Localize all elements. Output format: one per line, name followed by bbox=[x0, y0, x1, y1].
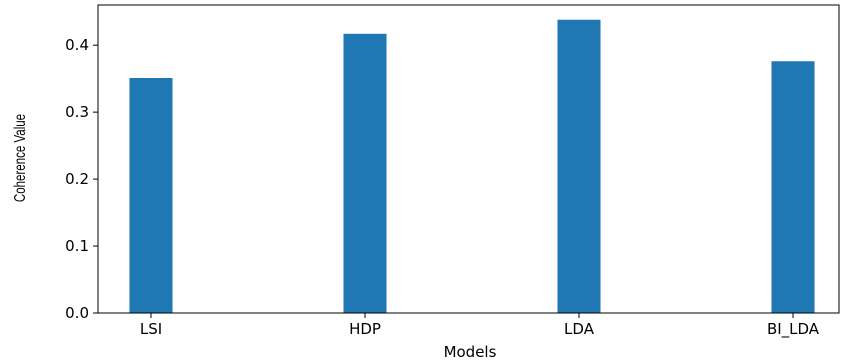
x-tick-label: LDA bbox=[564, 320, 595, 338]
y-tick-label: 0.4 bbox=[65, 36, 89, 54]
x-tick-label: HDP bbox=[349, 320, 381, 338]
y-tick-label: 0.2 bbox=[65, 170, 89, 188]
bar-hdp bbox=[343, 33, 387, 313]
bar-lsi bbox=[129, 77, 173, 313]
y-axis-label: Coherence Value bbox=[10, 114, 28, 202]
x-axis-label: Models bbox=[444, 343, 497, 361]
x-tick-label: BI_LDA bbox=[767, 320, 820, 339]
y-tick-label: 0.0 bbox=[65, 304, 89, 322]
y-ticks-group: 0.0 0.1 0.2 0.3 0.4 bbox=[65, 36, 98, 322]
axes-spines bbox=[97, 4, 840, 314]
y-tick-label: 0.3 bbox=[65, 103, 89, 121]
y-tick-label: 0.1 bbox=[65, 237, 89, 255]
bars-group bbox=[129, 19, 815, 314]
bar-bi-lda bbox=[771, 61, 815, 314]
x-ticks-group: LSI HDP LDA BI_LDA bbox=[140, 313, 820, 339]
bar-lda bbox=[557, 19, 601, 313]
x-tick-label: LSI bbox=[140, 320, 162, 338]
plot-frame bbox=[97, 4, 840, 314]
